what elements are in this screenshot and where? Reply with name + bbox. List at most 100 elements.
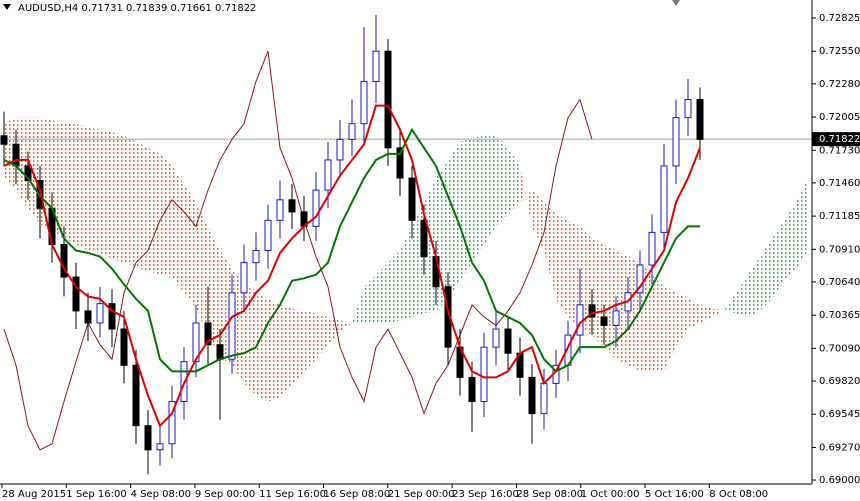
candle-body: [372, 50, 380, 82]
cloud-segment: [304, 310, 316, 372]
cloud-segment: [604, 244, 616, 360]
candle-body: [696, 99, 704, 140]
y-tick-label: 0.71460: [819, 178, 860, 189]
cloud-segment: [544, 202, 556, 299]
y-tick-label: 0.70910: [819, 244, 860, 255]
cloud-segment: [328, 316, 340, 345]
cloud-segment: [196, 202, 208, 336]
candle-body: [96, 303, 104, 324]
candle-body: [600, 316, 608, 326]
shift-marker: [672, 0, 680, 6]
cloud-segment: [508, 147, 520, 215]
x-tick-label: 5 Oct 16:00: [645, 489, 704, 500]
cloud-segment: [796, 178, 808, 269]
x-tick-label: 11 Sep 16:00: [259, 489, 326, 500]
candle-body: [540, 382, 548, 415]
candle-body: [264, 219, 272, 252]
cloud-segment: [364, 274, 376, 323]
cloud-segment: [100, 129, 112, 259]
cloud-segment: [16, 117, 28, 209]
candle-body: [204, 322, 212, 346]
cloud-segment: [172, 165, 184, 293]
cloud-segment: [124, 135, 136, 268]
candle-body: [168, 401, 176, 445]
plot-area: [0, 14, 812, 474]
candle-body: [420, 219, 428, 258]
cloud-segment: [472, 135, 484, 263]
cloud-segment: [724, 292, 736, 314]
cloud-segment: [676, 292, 688, 348]
cloud-segment: [148, 147, 160, 275]
last-price-label: 0.71822: [819, 134, 860, 145]
cloud-segment: [268, 298, 280, 402]
candle-body: [504, 328, 512, 354]
cloud-segment: [460, 138, 472, 281]
candle-body: [360, 80, 368, 125]
candle-body: [24, 165, 32, 181]
cloud-segment: [592, 238, 604, 348]
candle-body: [132, 364, 140, 427]
candle-body: [672, 117, 680, 167]
candle-body: [276, 199, 284, 221]
cloud-segment: [616, 250, 628, 366]
cloud-segment: [292, 308, 304, 386]
candle-body: [72, 276, 80, 312]
cloud-segment: [280, 304, 292, 398]
candle-body: [108, 303, 116, 330]
y-tick-label: 0.70640: [819, 277, 860, 288]
indicator-line: [3, 51, 593, 451]
candle-body: [348, 123, 356, 140]
cloud-segment: [688, 298, 700, 330]
candle-body: [336, 138, 344, 161]
cloud-segment: [136, 141, 148, 272]
candle-body: [468, 376, 476, 403]
y-tick-label: 0.72280: [819, 79, 860, 90]
cloud-segment: [484, 135, 496, 245]
candle-body: [384, 50, 392, 149]
cloud-segment: [760, 238, 772, 311]
candle-body: [324, 159, 332, 191]
candle-body: [576, 304, 584, 336]
x-tick-label: 8 Oct 08:00: [709, 489, 768, 500]
y-tick-label: 0.69000: [819, 475, 860, 486]
y-tick-label: 0.72005: [819, 112, 860, 123]
indicator-line: [3, 127, 700, 373]
candle-body: [120, 328, 128, 366]
candle-body: [240, 262, 248, 294]
cloud-segment: [664, 286, 676, 372]
y-tick-label: 0.69270: [819, 442, 860, 453]
cloud-segment: [784, 202, 796, 281]
cloud-segment: [700, 304, 712, 323]
x-tick-label: 16 Sep 08:00: [324, 489, 391, 500]
y-tick-label: 0.70090: [819, 343, 860, 354]
x-tick-label: 28 Sep 08:00: [516, 489, 583, 500]
y-tick-label: 0.71730: [819, 145, 860, 156]
cloud-segment: [748, 256, 760, 317]
candle-body: [192, 322, 200, 363]
cloud-segment: [652, 274, 664, 372]
candle-body: [216, 344, 224, 360]
cloud-segment: [388, 250, 400, 323]
x-tick-label: 28 Aug 2015: [2, 489, 66, 500]
candle-body: [144, 425, 152, 451]
candle-body: [288, 199, 296, 213]
y-tick-label: 0.71185: [819, 211, 860, 222]
cloud-segment: [256, 292, 268, 402]
menu-arrow: [3, 4, 11, 10]
candle-body: [492, 328, 500, 348]
y-tick-label: 0.69545: [819, 409, 860, 420]
x-tick-label: 4 Sep 08:00: [131, 489, 191, 500]
candle-body: [480, 346, 488, 403]
candle-body: [660, 165, 668, 233]
x-tick-label: 9 Sep 00:00: [195, 489, 255, 500]
candle-body: [312, 189, 320, 227]
x-tick-label: 23 Sep 16:00: [452, 489, 519, 500]
cloud-segment: [352, 286, 364, 323]
candle-body: [612, 310, 620, 326]
y-tick-label: 0.69820: [819, 376, 860, 387]
indicator-line: [3, 104, 701, 428]
candle-body: [396, 147, 404, 179]
candle-body: [252, 250, 260, 264]
